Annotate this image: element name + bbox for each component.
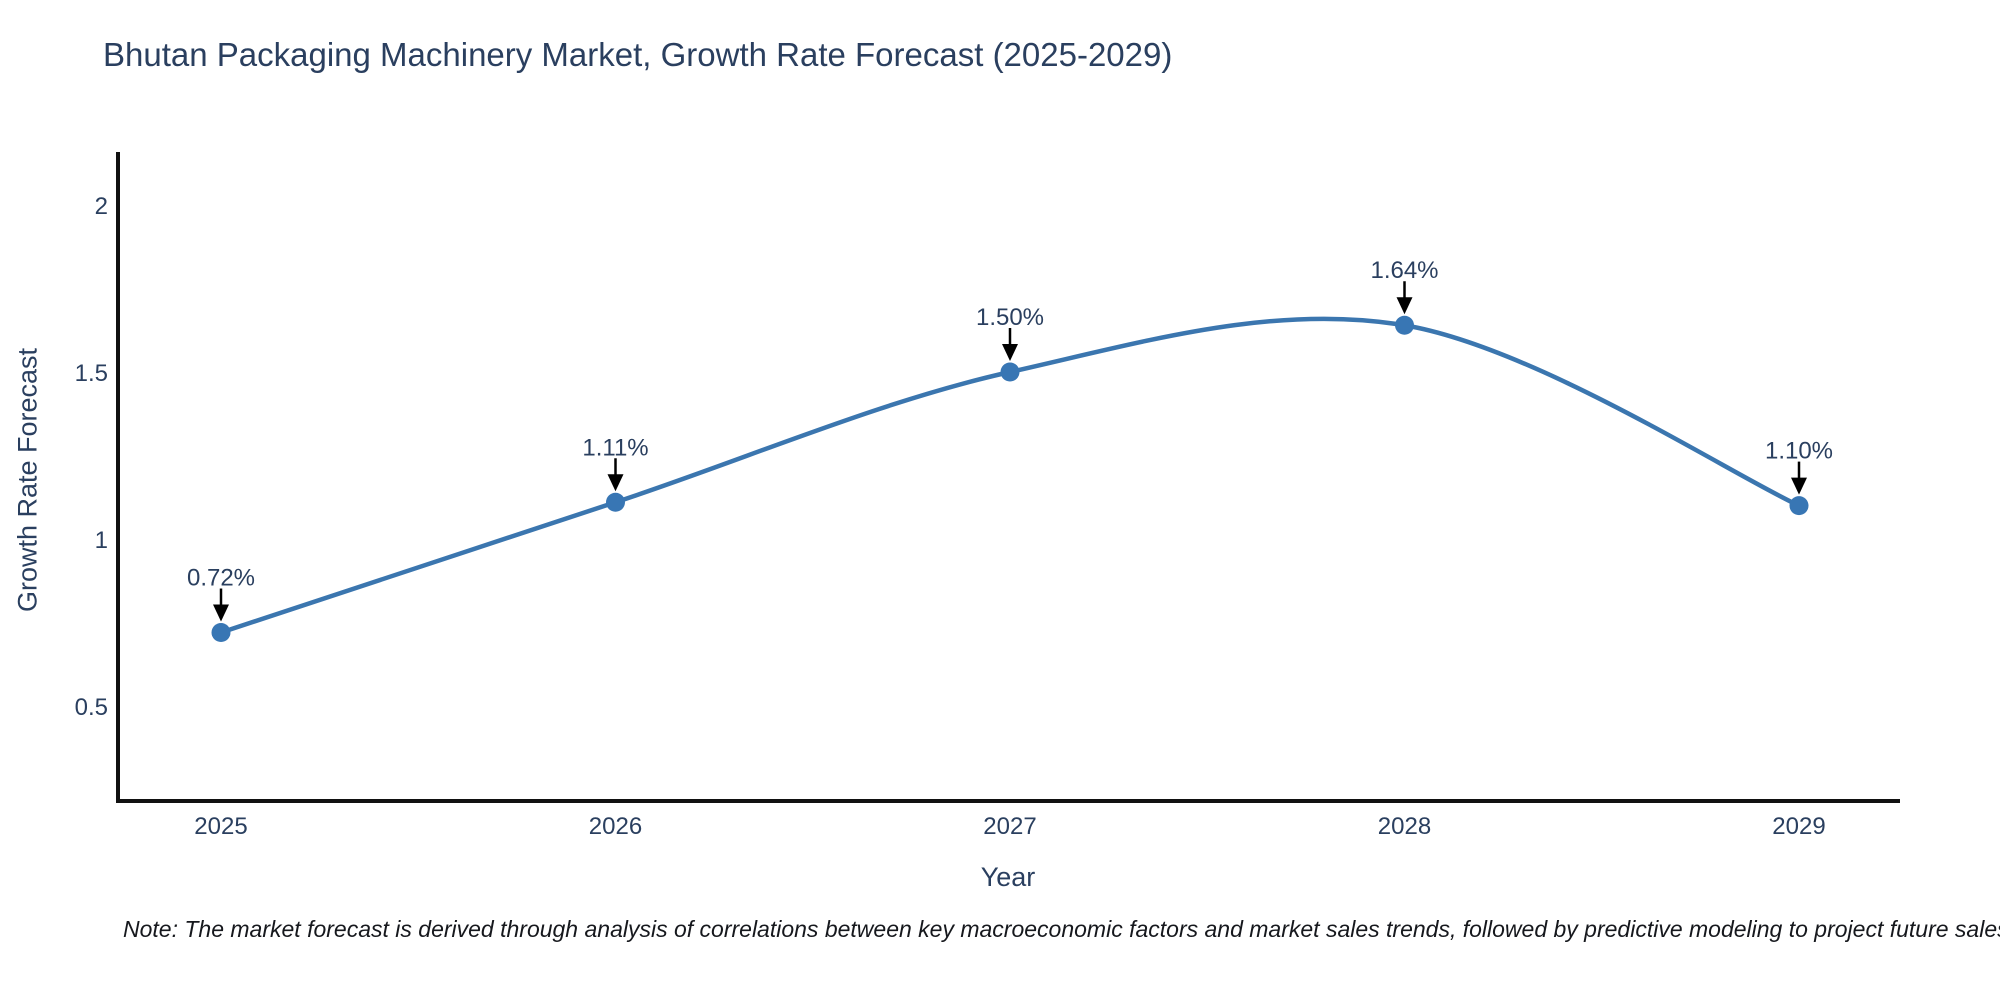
data-point-marker (1395, 315, 1414, 335)
data-point-label: 1.10% (1765, 438, 1833, 465)
data-point-label: 0.72% (187, 565, 255, 592)
annotation-arrowhead (607, 474, 624, 492)
data-point-label: 1.50% (976, 304, 1044, 331)
annotation-arrowhead (213, 604, 229, 622)
data-point-label: 1.64% (1370, 257, 1438, 284)
x-axis-title: Year (980, 862, 1036, 892)
data-point-marker (606, 492, 625, 512)
data-point-marker (1789, 496, 1809, 516)
y-axis-title: Growth Rate Forecast (12, 347, 43, 613)
x-tick-label: 2028 (1378, 813, 1431, 840)
x-tick-label: 2029 (1772, 813, 1825, 840)
annotation-arrowhead (1396, 297, 1413, 315)
y-tick-label: 1.5 (75, 360, 108, 387)
x-tick-label: 2025 (194, 813, 247, 840)
annotation-arrowhead (1002, 344, 1018, 361)
data-point-marker (211, 623, 231, 643)
data-point-label: 1.11% (582, 434, 648, 461)
y-tick-label: 2 (95, 193, 108, 220)
y-tick-label: 1 (95, 527, 108, 554)
data-point-marker (1000, 362, 1020, 382)
x-tick-label: 2027 (983, 813, 1036, 840)
y-tick-label: 0.5 (75, 694, 108, 721)
annotation-arrowhead (1791, 477, 1807, 495)
chart-title: Bhutan Packaging Machinery Market, Growt… (103, 36, 1173, 73)
x-tick-label: 2026 (589, 813, 642, 840)
footnote: Note: The market forecast is derived thr… (123, 916, 2000, 942)
